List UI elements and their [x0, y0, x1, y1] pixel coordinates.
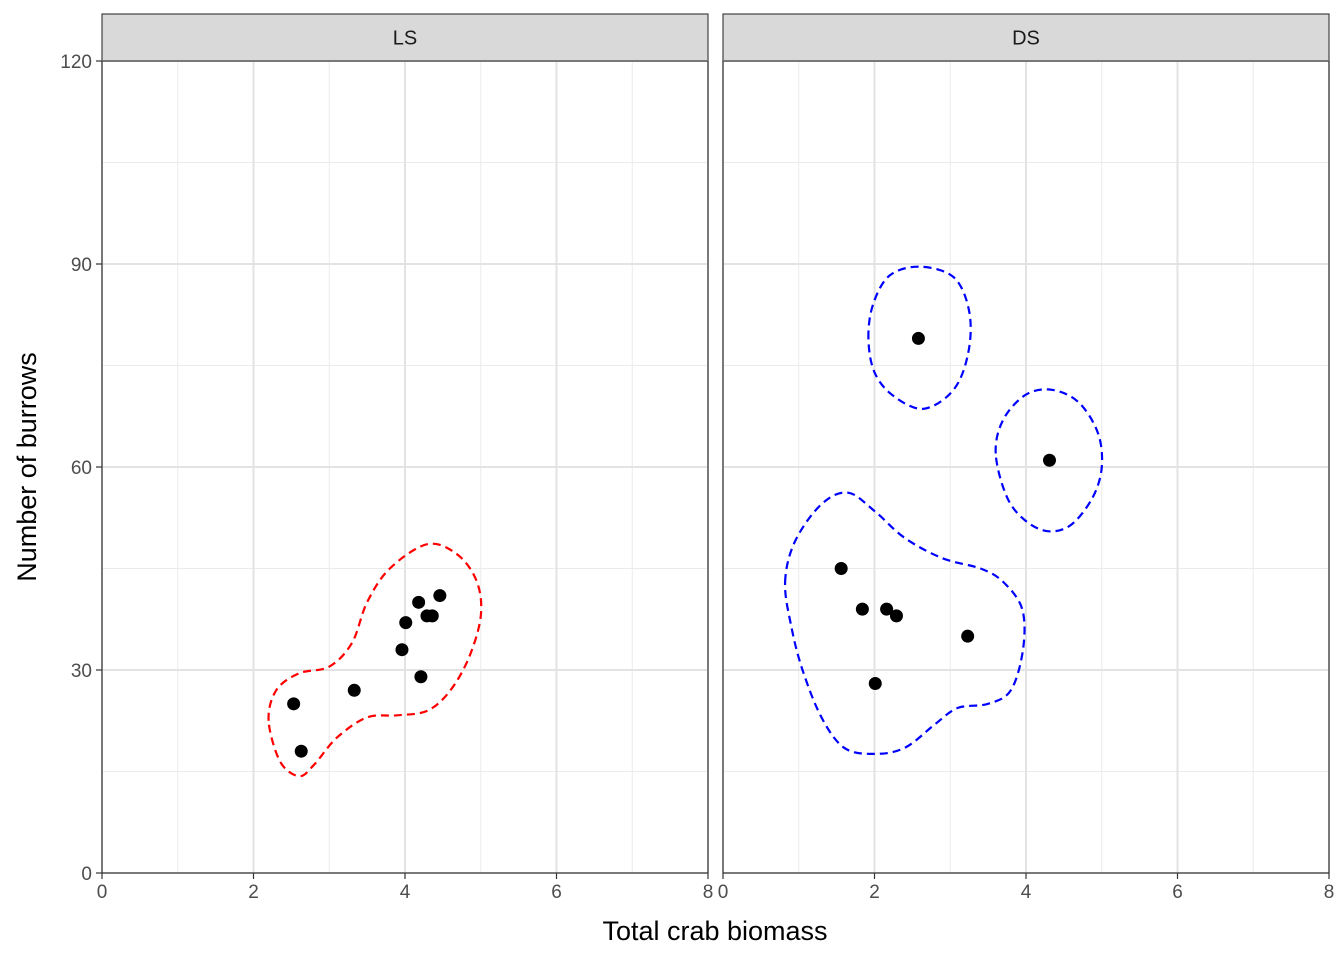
data-point — [889, 609, 903, 623]
x-tick-label: 4 — [400, 882, 411, 903]
x-tick-label: 6 — [551, 882, 562, 903]
density-contour — [783, 491, 1026, 756]
data-point — [287, 697, 301, 711]
x-tick-label: 0 — [718, 882, 729, 903]
x-tick-label: 6 — [1172, 882, 1183, 903]
y-axis-title: Number of burrows — [12, 352, 42, 582]
x-tick-label: 4 — [1021, 882, 1032, 903]
data-point — [911, 331, 925, 345]
data-point — [433, 589, 447, 603]
facet-strip-label: DS — [1012, 28, 1040, 50]
data-point — [399, 616, 413, 630]
y-tick-label: 120 — [60, 52, 92, 73]
x-tick-label: 8 — [703, 882, 714, 903]
data-point — [414, 670, 428, 684]
panel-ls: LS 0 2 4 6 8 0 30 60 90 120 — [60, 13, 714, 903]
data-point — [425, 609, 439, 623]
density-contour — [994, 388, 1104, 533]
facet-strip-label: LS — [393, 28, 417, 50]
density-contour — [867, 265, 972, 410]
x-tick-label: 2 — [869, 882, 880, 903]
density-contour — [267, 542, 483, 778]
data-point — [880, 602, 894, 616]
data-point — [412, 595, 426, 609]
y-tick-label: 0 — [81, 864, 92, 885]
data-point — [1042, 453, 1056, 467]
data-point — [395, 643, 409, 657]
data-point — [347, 683, 361, 697]
data-point — [868, 677, 882, 691]
x-axis-title: Total crab biomass — [602, 916, 827, 946]
data-point — [961, 629, 975, 643]
y-tick-label: 90 — [71, 255, 92, 276]
panel-ds: DS 0 2 4 6 8 — [718, 13, 1335, 903]
data-point — [834, 562, 848, 575]
y-tick-label: 60 — [71, 458, 92, 479]
x-tick-label: 2 — [248, 882, 259, 903]
x-tick-label: 0 — [97, 882, 108, 903]
data-point — [855, 602, 869, 616]
data-point — [294, 744, 308, 758]
facet-strip — [722, 13, 1330, 62]
x-tick-label: 8 — [1324, 882, 1335, 903]
y-tick-label: 30 — [71, 661, 92, 682]
facet-strip — [101, 13, 709, 62]
